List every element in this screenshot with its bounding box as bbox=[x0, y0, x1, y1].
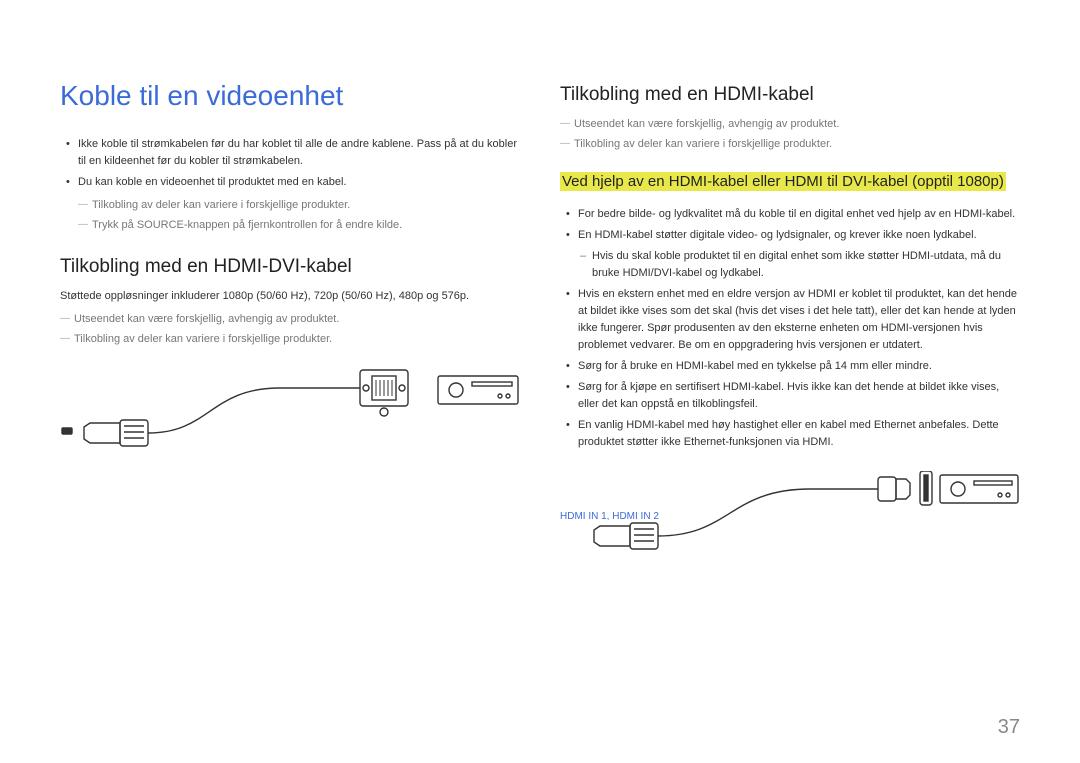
resolutions-text: Støttede oppløsninger inkluderer 1080p (… bbox=[60, 288, 520, 305]
list-item-text: En HDMI-kabel støtter digitale video- og… bbox=[578, 229, 977, 241]
list-item: En HDMI-kabel støtter digitale video- og… bbox=[560, 227, 1020, 282]
note-text: Trykk på SOURCE-knappen på fjernkontroll… bbox=[78, 217, 520, 234]
right-column: Tilkobling med en HDMI-kabel Utseendet k… bbox=[560, 80, 1020, 733]
note-text: Tilkobling av deler kan variere i forskj… bbox=[560, 136, 1020, 153]
cable-illustration-icon bbox=[60, 368, 520, 478]
list-item: Du kan koble en videoenhet til produktet… bbox=[60, 174, 520, 191]
note-text: Tilkobling av deler kan variere i forskj… bbox=[78, 197, 520, 214]
note-text: Utseendet kan være forskjellig, avhengig… bbox=[60, 311, 520, 328]
list-item: Hvis en ekstern enhet med en eldre versj… bbox=[560, 286, 1020, 354]
intro-bullet-list: Ikke koble til strømkabelen før du har k… bbox=[60, 136, 520, 191]
hdmi-bullet-list: For bedre bilde- og lydkvalitet må du ko… bbox=[560, 206, 1020, 452]
sub-list-item: Hvis du skal koble produktet til en digi… bbox=[578, 248, 1020, 282]
list-item: Ikke koble til strømkabelen før du har k… bbox=[60, 136, 520, 170]
hdmi-dvi-title: Tilkobling med en HDMI-DVI-kabel bbox=[60, 256, 520, 278]
note-text: Utseendet kan være forskjellig, avhengig… bbox=[560, 116, 1020, 133]
page: Koble til en videoenhet Ikke koble til s… bbox=[0, 0, 1080, 763]
list-item: En vanlig HDMI-kabel med høy hastighet e… bbox=[560, 417, 1020, 451]
list-item: Sørg for å kjøpe en sertifisert HDMI-kab… bbox=[560, 379, 1020, 413]
page-number: 37 bbox=[998, 716, 1020, 739]
main-title: Koble til en videoenhet bbox=[60, 80, 520, 112]
hdmi-title: Tilkobling med en HDMI-kabel bbox=[560, 84, 1020, 106]
highlight-heading: Ved hjelp av en HDMI-kabel eller HDMI ti… bbox=[560, 172, 1006, 191]
left-column: Koble til en videoenhet Ikke koble til s… bbox=[60, 80, 520, 733]
highlight-heading-wrap: Ved hjelp av en HDMI-kabel eller HDMI ti… bbox=[560, 171, 1020, 194]
hdmi-diagram: HDMI IN 1, HDMI IN 2 bbox=[560, 471, 1020, 522]
list-item: For bedre bilde- og lydkvalitet må du ko… bbox=[560, 206, 1020, 223]
sub-list: Hvis du skal koble produktet til en digi… bbox=[578, 248, 1020, 282]
list-item: Sørg for å bruke en HDMI-kabel med en ty… bbox=[560, 358, 1020, 375]
note-text: Tilkobling av deler kan variere i forskj… bbox=[60, 331, 520, 348]
port-label: HDMI IN 1, HDMI IN 2 bbox=[560, 511, 1020, 522]
hdmi-dvi-diagram bbox=[60, 368, 520, 478]
intro-notes: Tilkobling av deler kan variere i forskj… bbox=[60, 197, 520, 234]
